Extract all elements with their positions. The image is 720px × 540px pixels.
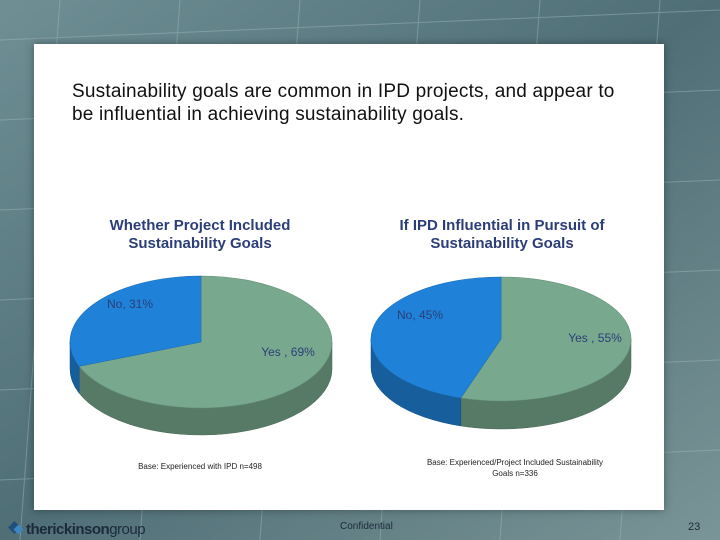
chart2-title: If IPD Influential in Pursuit of Sustain… [372,217,632,253]
chart2-slice-no [370,276,502,399]
logo-part-group: group [109,520,146,538]
chart2-label-no: No, 45% [397,308,443,322]
chart2-base-note-line1: Base: Experienced/Project Included Susta… [426,458,604,467]
page-number: 23 [688,521,701,533]
chart1-label-no: No, 31% [107,297,153,311]
chart1-slice-yes [78,275,333,409]
content-panel [34,44,664,510]
logo-text: therickinsongroup [26,520,146,538]
chart1-title: Whether Project Included Sustainability … [70,217,330,253]
company-logo: therickinsongroup [6,519,146,539]
logo-part-rickinson: rickinson [47,520,110,538]
diamond-logo-icon [8,521,24,535]
chart1-slice-no [69,275,202,367]
chart1-title-line2: Sustainability Goals [128,235,272,252]
chart2-base-note: Base: Experienced/Project Included Susta… [400,457,630,479]
confidential-label: Confidential [340,521,393,532]
chart2-title-line1: If IPD Influential in Pursuit of [399,217,605,234]
slide-title: Sustainability goals are common in IPD p… [72,81,615,125]
chart2-label-yes: Yes , 55% [568,331,622,345]
chart2-title-line2: Sustainability Goals [430,235,574,252]
chart2-slice-yes [460,276,632,402]
logo-part-the: the [26,520,48,538]
chart1-base-note: Base: Experienced with IPD n=498 [138,462,262,471]
chart1-title-line1: Whether Project Included [109,217,291,234]
chart2-base-note-line2: Goals n=336 [492,469,538,478]
chart1-label-yes: Yes , 69% [261,345,315,359]
